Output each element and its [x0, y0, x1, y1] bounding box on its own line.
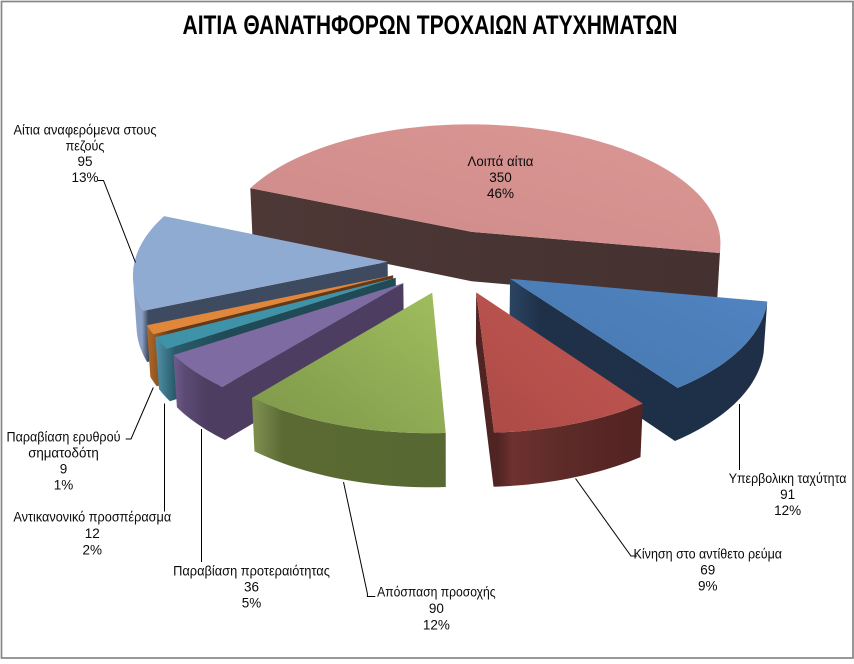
svg-text:91: 91 [780, 487, 795, 502]
svg-text:πεζούς: πεζούς [66, 138, 105, 153]
svg-text:2%: 2% [83, 543, 103, 558]
svg-text:12%: 12% [423, 617, 450, 632]
svg-text:13%: 13% [71, 170, 98, 185]
svg-text:ΑΙΤΙΑ ΘΑΝΑΤΗΦΟΡΩΝ ΤΡΟΧΑΙΩΝ ΑΤΥ: ΑΙΤΙΑ ΘΑΝΑΤΗΦΟΡΩΝ ΤΡΟΧΑΙΩΝ ΑΤΥΧΗΜΑΤΩΝ [183, 10, 678, 40]
svg-text:Κίνηση στο αντίθετο ρεύμα: Κίνηση στο αντίθετο ρεύμα [634, 547, 783, 562]
svg-text:69: 69 [700, 563, 715, 578]
svg-text:1%: 1% [54, 477, 74, 492]
svg-text:Αντικανονικό προσπέρασμα: Αντικανονικό προσπέρασμα [13, 510, 171, 525]
svg-text:Αίτια αναφερόμενα στους: Αίτια αναφερόμενα στους [14, 123, 157, 138]
svg-text:9: 9 [60, 461, 68, 476]
svg-text:46%: 46% [487, 186, 514, 201]
svg-text:90: 90 [429, 601, 444, 616]
svg-text:36: 36 [244, 579, 259, 594]
svg-text:95: 95 [77, 154, 92, 169]
svg-text:Λοιπά αίτια: Λοιπά αίτια [468, 154, 534, 169]
svg-text:12%: 12% [774, 503, 801, 518]
svg-text:Παραβίαση ερυθρού: Παραβίαση ερυθρού [7, 429, 121, 444]
svg-text:σηματοδότη: σηματοδότη [28, 445, 99, 460]
svg-text:9%: 9% [698, 579, 718, 594]
svg-text:350: 350 [489, 170, 512, 185]
svg-text:Απόσπαση προσοχής: Απόσπαση προσοχής [377, 585, 496, 600]
svg-text:Υπερβολικη ταχύτητα: Υπερβολικη ταχύτητα [729, 471, 847, 486]
svg-text:12: 12 [85, 526, 100, 541]
svg-text:5%: 5% [242, 595, 262, 610]
svg-text:Παραβίαση προτεραιότητας: Παραβίαση προτεραιότητας [173, 563, 330, 578]
